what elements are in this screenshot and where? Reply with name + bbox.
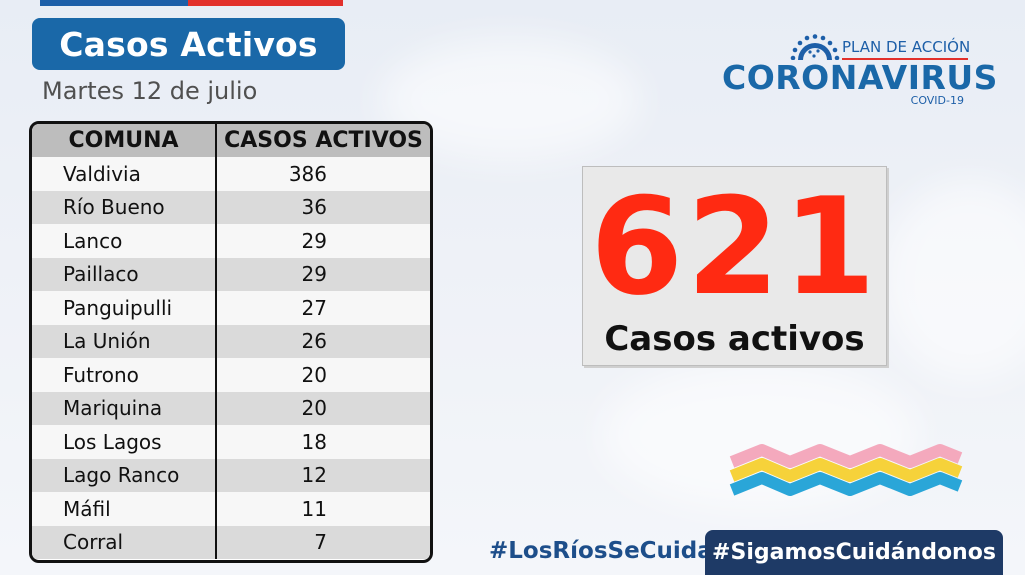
comuna-cell: La Unión (32, 324, 217, 358)
report-date: Martes 12 de julio (42, 77, 258, 105)
table-row: Futrono 20 (32, 358, 430, 392)
column-header-comuna: COMUNA (32, 124, 217, 157)
casos-cell: 12 (216, 458, 430, 492)
comuna-cell: Valdivia (32, 157, 217, 191)
table-row: Río Bueno 36 (32, 190, 430, 224)
table-row: Corral 7 (32, 525, 430, 559)
hashtag-los-rios: #LosRíosSeCuida (489, 538, 713, 564)
virus-icon (790, 34, 840, 60)
casos-cell: 36 (216, 190, 430, 224)
title-banner: Casos Activos (32, 18, 345, 70)
table-row: Los Lagos 18 (32, 425, 430, 459)
casos-cell: 29 (216, 257, 430, 291)
comuna-cell: Lanco (32, 224, 217, 258)
comuna-cell: Máfil (32, 492, 217, 526)
casos-cell: 7 (216, 525, 430, 559)
total-cases-label: Casos activos (604, 319, 865, 359)
table-row: Lago Ranco 12 (32, 458, 430, 492)
table-row: Máfil 11 (32, 492, 430, 526)
comuna-cell: Paillaco (32, 257, 217, 291)
casos-cell: 29 (216, 224, 430, 258)
table-header-row: COMUNA CASOS ACTIVOS (32, 124, 430, 157)
region-wave-logo (729, 444, 963, 496)
total-cases-number: 621 (590, 169, 879, 325)
comuna-cell: Futrono (32, 358, 217, 392)
cases-table: COMUNA CASOS ACTIVOS Valdivia 386 Río Buen… (29, 121, 433, 563)
comuna-cell: Panguipulli (32, 291, 217, 325)
comuna-cell: Los Lagos (32, 425, 217, 459)
logo-name: CORONAVIRUS (722, 58, 998, 97)
table-row: Lanco 29 (32, 224, 430, 258)
casos-cell: 18 (216, 425, 430, 459)
table-row: La Unión 26 (32, 324, 430, 358)
casos-cell: 26 (216, 324, 430, 358)
coronavirus-logo: PLAN DE ACCIÓN CORONAVIRUS COVID-19 (722, 34, 997, 110)
comuna-cell: Lago Ranco (32, 458, 217, 492)
comuna-cell: Mariquina (32, 391, 217, 425)
total-cases-card: 621 Casos activos (582, 166, 887, 366)
casos-cell: 20 (216, 358, 430, 392)
hashtag-banner: #SigamosCuidándonos (705, 530, 1003, 575)
comuna-cell: Corral (32, 525, 217, 559)
table-row: Mariquina 20 (32, 391, 430, 425)
page-title: Casos Activos (59, 24, 318, 64)
casos-cell: 27 (216, 291, 430, 325)
table-row: Valdivia 386 (32, 157, 430, 191)
logo-plan-text: PLAN DE ACCIÓN (842, 38, 971, 56)
table-row: Panguipulli 27 (32, 291, 430, 325)
casos-cell: 20 (216, 391, 430, 425)
hashtag-sigamos: #SigamosCuidándonos (712, 540, 996, 565)
comuna-cell: Río Bueno (32, 190, 217, 224)
top-color-bar (40, 0, 343, 6)
column-header-casos: CASOS ACTIVOS (216, 124, 430, 157)
casos-cell: 11 (216, 492, 430, 526)
casos-cell: 386 (216, 157, 430, 191)
logo-subtitle: COVID-19 (910, 94, 964, 107)
table-row: Paillaco 29 (32, 257, 430, 291)
